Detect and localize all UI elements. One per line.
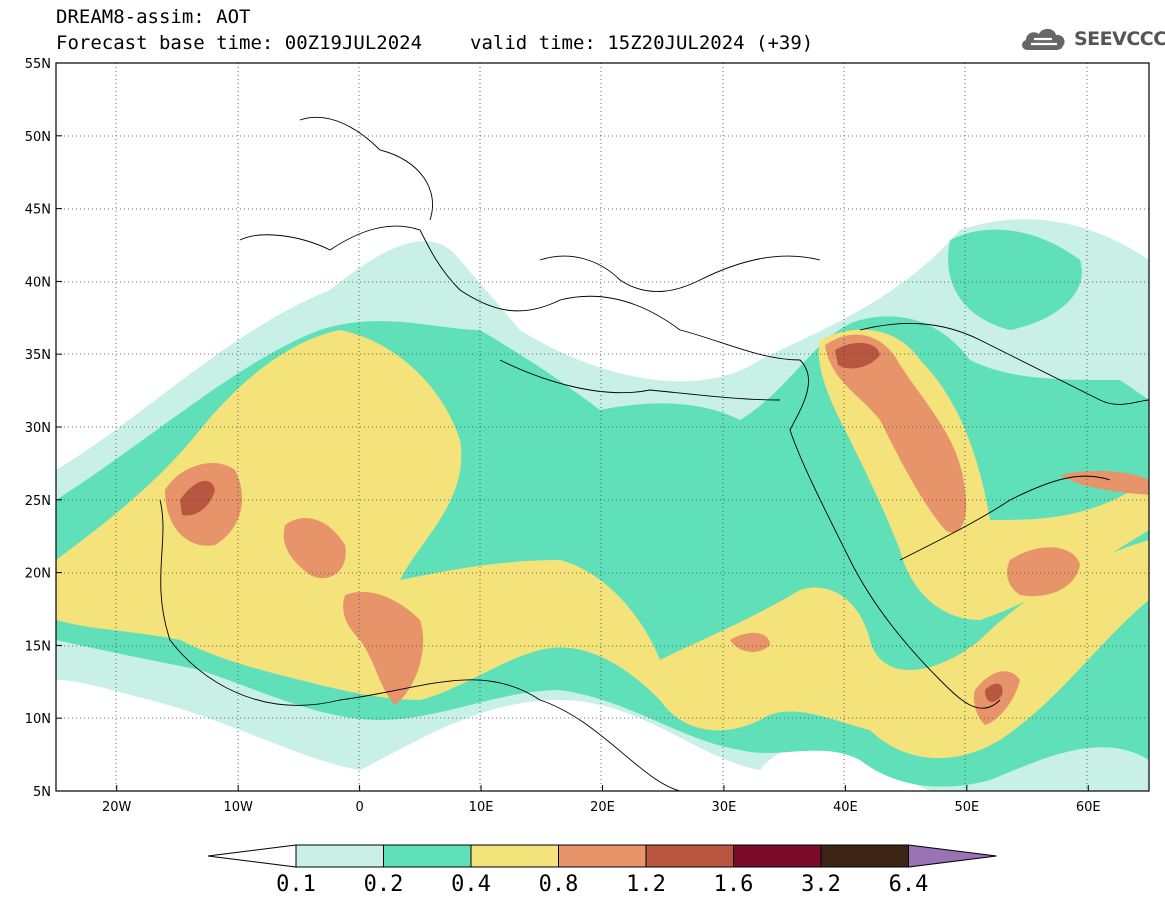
colorbar-label: 6.4 <box>888 872 929 897</box>
lon-tick-label: 20E <box>590 800 615 815</box>
band-0.4 <box>56 330 1149 759</box>
lat-tick-label: 35N <box>25 348 51 363</box>
colorbar-label: 1.6 <box>713 872 754 897</box>
band-0.8-niger <box>343 591 424 705</box>
time-info: Forecast base time: 00Z19JUL2024 valid ti… <box>56 32 813 54</box>
colorbar-min-arrow <box>207 844 297 868</box>
aot-contours <box>56 219 1149 791</box>
seevccc-logo: SEEVCCC <box>1018 22 1165 56</box>
latitude-labels: 55N 50N 45N 40N 35N 30N 25N 20N 15N 10N 5N <box>25 57 62 800</box>
band-0.8-sudan <box>730 632 770 652</box>
band-0.8-iraq <box>825 334 967 533</box>
cloud-icon <box>1022 28 1065 50</box>
base-time: Forecast base time: 00Z19JUL2024 <box>56 32 423 54</box>
lon-tick-label: 30E <box>712 800 737 815</box>
lat-tick-label: 10N <box>25 712 51 727</box>
lat-tick-label: 50N <box>25 130 51 145</box>
colorbar-swatch <box>733 844 822 868</box>
colorbar <box>207 844 997 868</box>
lon-tick-label: 10W <box>223 800 253 815</box>
colorbar-swatch <box>470 844 559 868</box>
colorbar-max-arrow <box>908 844 997 868</box>
grid-lines <box>56 63 1149 791</box>
band-1.2-iraq <box>835 342 880 369</box>
colorbar-label: 1.2 <box>626 872 666 897</box>
band-0.8-oman <box>1007 547 1080 597</box>
longitude-labels: 20W 10W 0 10E 20E 30E 40E 50E 60E <box>102 785 1101 815</box>
colorbar-label: 0.4 <box>451 872 491 897</box>
lat-tick-label: 15N <box>25 639 51 654</box>
lon-tick-label: 40E <box>833 800 858 815</box>
valid-time: valid time: 15Z20JUL2024 (+39) <box>470 32 814 54</box>
band-0.8-mali <box>283 517 346 579</box>
colorbar-swatch <box>820 844 909 868</box>
lon-tick-label: 10E <box>469 800 494 815</box>
band-0.2-caspian <box>948 229 1082 330</box>
lat-tick-label: 20N <box>25 567 51 582</box>
lat-tick-label: 30N <box>25 421 51 436</box>
colorbar-swatch <box>383 844 472 868</box>
lat-tick-label: 25N <box>25 494 51 509</box>
colorbar-label: 0.1 <box>276 872 316 897</box>
lon-tick-label: 60E <box>1076 800 1101 815</box>
lon-tick-label: 0 <box>355 800 363 815</box>
colorbar-swatch <box>645 844 734 868</box>
band-0.8-iran <box>1060 470 1149 495</box>
lon-tick-label: 50E <box>954 800 979 815</box>
colorbar-swatch <box>558 844 647 868</box>
chart-title: DREAM8-assim: AOT <box>56 6 251 28</box>
lat-tick-label: 5N <box>33 785 51 800</box>
band-1.2-somalia <box>985 683 1003 702</box>
logo-text: SEEVCCC <box>1074 28 1165 50</box>
coastlines <box>159 116 1149 791</box>
lat-tick-label: 45N <box>25 203 51 218</box>
band-1.2-mauritania <box>180 480 215 516</box>
lon-tick-label: 20W <box>102 800 132 815</box>
colorbar-swatch <box>295 844 384 868</box>
lat-tick-label: 40N <box>25 275 51 290</box>
colorbar-label: 0.2 <box>363 872 404 897</box>
colorbar-label: 3.2 <box>801 872 841 897</box>
colorbar-label: 0.8 <box>538 872 579 897</box>
lat-tick-label: 55N <box>25 57 51 72</box>
